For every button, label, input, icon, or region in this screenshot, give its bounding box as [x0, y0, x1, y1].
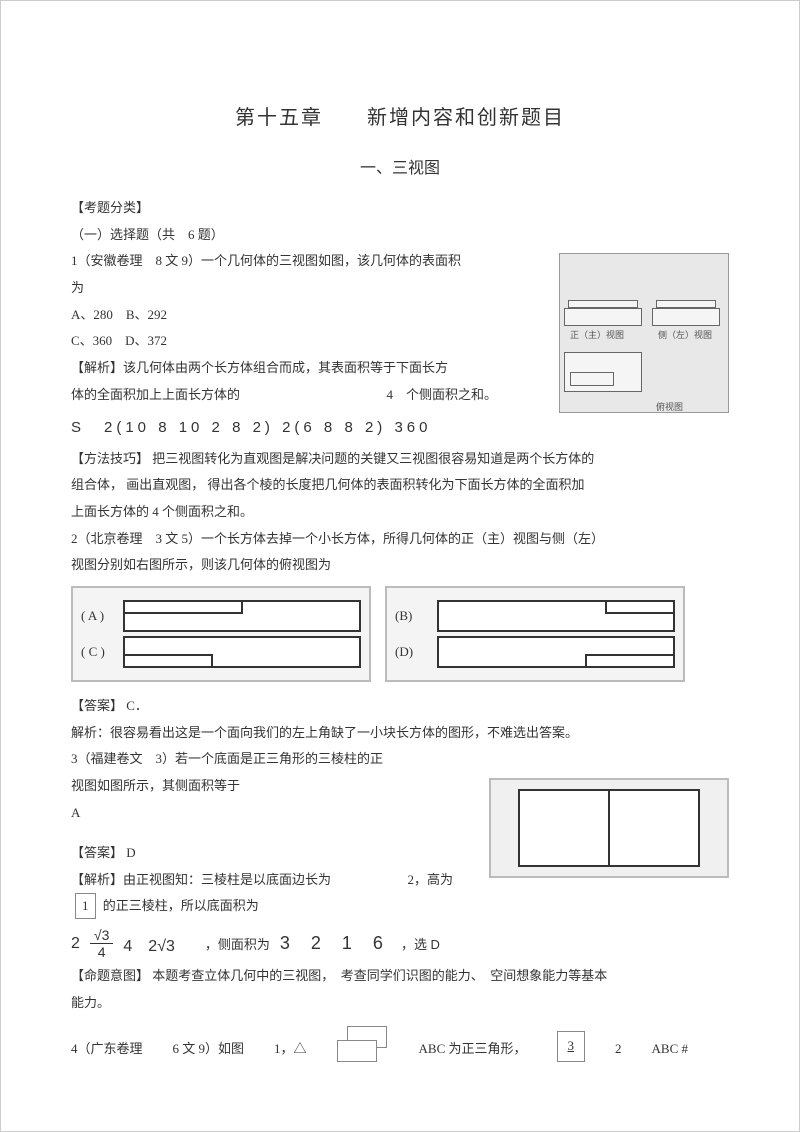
overlap-boxes-icon: [337, 1026, 389, 1062]
opt-D-label: (D): [395, 644, 429, 660]
opt-card-left: ( A ) ( C ): [71, 586, 371, 682]
opt-A-label: ( A ): [81, 608, 115, 624]
opt-D-shape: [437, 636, 675, 668]
opt-card-right: (B) (D): [385, 586, 685, 682]
q4-line: 4（广东卷理 6 文 9）如图 1，△ ABC 为正三角形， 3 2 ABC #: [71, 1026, 729, 1062]
prism-figure: [489, 778, 729, 878]
fig-side-label: 侧（左）视图: [658, 328, 712, 341]
q2-stem1: 2（北京卷理 3 文 5）一个长方体去掉一个小长方体，所得几何体的正（主）视图与…: [71, 527, 729, 552]
fig-front-label: 正（主）视图: [570, 328, 624, 341]
opt-C-label: ( C ): [81, 644, 115, 660]
method3: 上面长方体的 4 个侧面积之和。: [71, 500, 729, 525]
three-view-figure: 正（主）视图 侧（左）视图 俯视图: [559, 253, 729, 413]
method1: 【方法技巧】 把三视图转化为直观图是解决问题的关键又三视图很容易知道是两个长方体…: [71, 447, 729, 472]
q3-intent: 【命题意图】 本题考查立体几何中的三视图， 考查同学们识图的能力、 空间想象能力…: [71, 964, 729, 989]
q2-exp: 解析：很容易看出这是一个面向我们的左上角缺了一小块长方体的图形，不难选出答案。: [71, 721, 729, 746]
section-title: 一、三视图: [71, 154, 729, 178]
mc-count: （一）选择题（共 6 题）: [71, 223, 729, 248]
q1-calc: S 2(10 8 10 2 8 2) 2(6 8 8 2) 360: [71, 416, 729, 437]
q3-formula: 2 √3 4 4 2√3 ，侧面积为 3 2 1 6 ，选 D: [71, 927, 729, 960]
opt-A-shape: [123, 600, 361, 632]
method2: 组合体， 画出直观图， 得出各个棱的长度把几何体的表面积转化为下面长方体的全面积…: [71, 473, 729, 498]
chapter-title: 第十五章 新增内容和创新题目: [71, 101, 729, 130]
q2-ans: 【答案】 C．: [71, 694, 729, 719]
fig-top-label: 俯视图: [656, 400, 683, 413]
category-label: 【考题分类】: [71, 196, 729, 221]
opt-B-shape: [437, 600, 675, 632]
opt-B-label: (B): [395, 608, 429, 624]
q3-intent2: 能力。: [71, 991, 729, 1016]
q2-stem2: 视图分别如右图所示，则该几何体的俯视图为: [71, 553, 729, 578]
q3-stem1: 3（福建卷文 3）若一个底面是正三角形的三棱柱的正: [71, 747, 729, 772]
opt-C-shape: [123, 636, 361, 668]
q2-options: ( A ) ( C ) (B) (D): [71, 586, 729, 682]
